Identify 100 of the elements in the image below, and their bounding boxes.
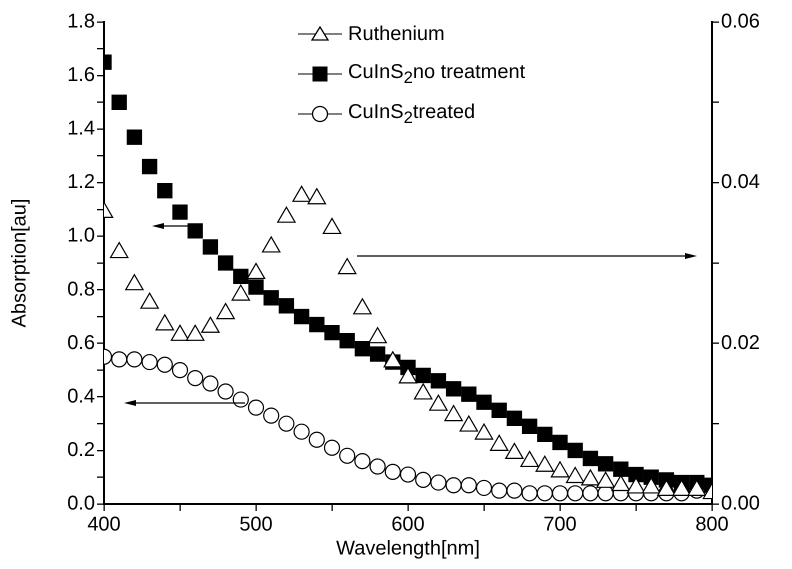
legend-label: CuInS$_{2}$treated: [348, 100, 476, 128]
point: [201, 316, 220, 333]
point: [246, 262, 266, 280]
point: [354, 453, 370, 470]
point: [218, 255, 234, 271]
point: [505, 442, 524, 459]
point: [370, 346, 386, 362]
point: [416, 368, 431, 384]
point: [552, 485, 568, 502]
point: [537, 426, 552, 442]
y-tick-label: 0.0: [67, 492, 95, 515]
point: [415, 472, 432, 488]
point: [522, 485, 538, 502]
point: [277, 206, 296, 223]
point: [446, 381, 462, 397]
point: [476, 480, 492, 496]
y-tick-label: 1.6: [67, 64, 95, 86]
point: [216, 303, 235, 320]
point: [142, 354, 158, 370]
point: [125, 274, 144, 290]
point: [263, 408, 280, 424]
point: [187, 370, 204, 386]
point: [368, 327, 387, 344]
point: [474, 424, 494, 440]
point: [582, 485, 598, 502]
point: [172, 362, 188, 378]
point: [172, 204, 188, 220]
point: [536, 456, 554, 472]
point: [140, 292, 159, 309]
y2-tick-label: 0.02: [721, 332, 760, 354]
y2-tick-label: 0.04: [721, 171, 760, 194]
point: [232, 391, 249, 408]
point: [598, 456, 614, 472]
point: [188, 223, 203, 239]
point: [476, 394, 492, 410]
y-tick-label: 1.8: [67, 10, 95, 33]
y-tick-label: 1.2: [67, 171, 95, 194]
point: [170, 324, 190, 341]
point: [248, 400, 264, 416]
point: [308, 188, 326, 204]
point: [567, 485, 584, 502]
point: [112, 94, 127, 110]
point: [218, 383, 234, 400]
point: [430, 474, 446, 491]
point: [353, 298, 372, 314]
point: [324, 324, 340, 340]
point: [339, 448, 356, 464]
point: [262, 236, 280, 253]
x-tick-label: 400: [87, 514, 121, 536]
point: [278, 298, 294, 314]
point: [233, 268, 248, 284]
point: [613, 462, 628, 477]
point: [460, 477, 477, 494]
point: [292, 186, 311, 202]
point: [156, 356, 173, 373]
y-tick-label: 0.8: [67, 278, 95, 300]
point: [110, 242, 128, 258]
point: [278, 416, 294, 432]
legend-label: Ruthenium: [348, 22, 445, 46]
point: [522, 418, 538, 434]
point: [596, 472, 615, 488]
point: [126, 129, 142, 145]
point: [338, 258, 356, 274]
y-tick-label: 1.0: [67, 224, 95, 247]
y2-tick-label: 0.06: [721, 10, 760, 33]
point: [444, 405, 463, 422]
point: [550, 461, 570, 478]
y-tick-label: 0.6: [67, 332, 95, 354]
x-tick-label: 500: [239, 514, 273, 536]
point: [460, 415, 478, 432]
point: [429, 394, 448, 411]
point: [142, 158, 158, 174]
point: [354, 341, 370, 356]
point: [582, 450, 598, 466]
y2-tick-label: 0.00: [721, 492, 760, 515]
point: [202, 375, 218, 392]
point: [202, 239, 218, 255]
point: [552, 434, 568, 450]
point: [688, 480, 706, 496]
point: [156, 314, 174, 330]
point: [264, 290, 279, 306]
point: [414, 383, 432, 400]
x-tick-label: 600: [391, 514, 425, 536]
point: [248, 279, 264, 295]
point: [294, 308, 310, 324]
point: [461, 386, 476, 402]
point: [384, 351, 402, 368]
point: [626, 477, 646, 494]
point: [340, 332, 355, 348]
point: [506, 482, 522, 499]
point: [308, 432, 325, 448]
point: [294, 424, 310, 440]
point: [398, 367, 418, 384]
point: [232, 284, 250, 301]
y-tick-label: 1.4: [67, 118, 95, 140]
point: [492, 402, 507, 418]
point: [324, 440, 340, 456]
point: [506, 410, 522, 426]
point: [400, 466, 416, 483]
point: [490, 434, 508, 451]
